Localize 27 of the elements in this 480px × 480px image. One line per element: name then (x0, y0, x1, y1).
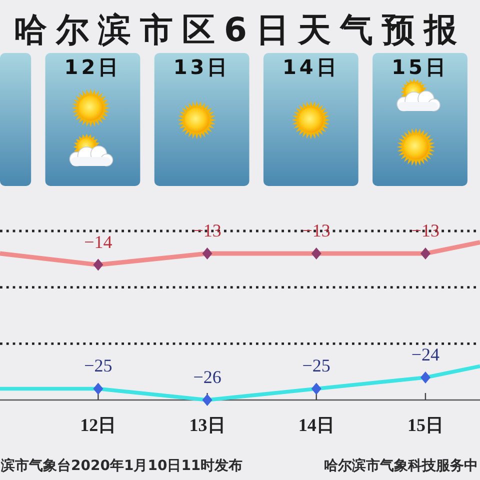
data-label: −25 (84, 356, 112, 376)
data-label: −13 (302, 220, 330, 241)
point (420, 371, 430, 384)
text: 滨市气象台2020年1月10日11时发布 (0, 457, 243, 474)
point (202, 248, 212, 260)
x2-tick-label: 15日 (392, 55, 448, 79)
point (93, 258, 104, 271)
chart-title: 哈尔滨市区6日天气预报 (14, 10, 466, 49)
data-label: −13 (411, 220, 440, 241)
data-label: −14 (84, 232, 112, 252)
data-label: −25 (302, 356, 330, 376)
point (311, 248, 322, 260)
x-tick-label: 13日 (189, 415, 226, 435)
x2-tick-label: 14日 (282, 55, 340, 79)
point (420, 248, 430, 260)
text: 哈尔滨市气象科技服务中 (324, 457, 478, 474)
data-label: −24 (411, 344, 440, 364)
point (311, 382, 322, 395)
x2-tick-label: 12日 (64, 55, 122, 79)
point (202, 394, 212, 406)
x-tick-label: 12日 (80, 415, 116, 435)
point (93, 382, 104, 395)
x-tick-label: 15日 (407, 415, 444, 435)
data-label: −26 (193, 367, 222, 387)
x2-tick-label: 13日 (173, 55, 230, 79)
data-label: −13 (193, 220, 222, 241)
x-tick-label: 14日 (298, 415, 334, 435)
